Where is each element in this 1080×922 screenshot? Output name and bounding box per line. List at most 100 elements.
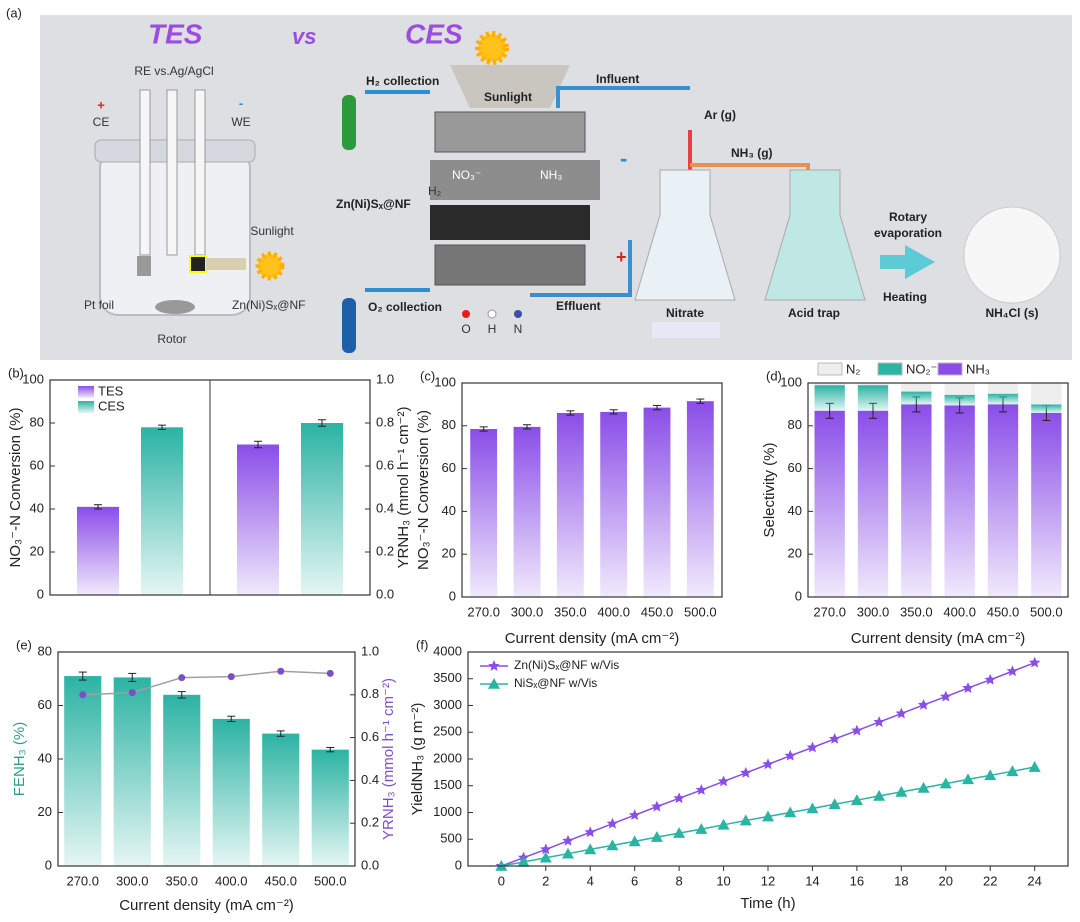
y-tick-label: 80 <box>38 643 52 658</box>
marker <box>1028 656 1041 668</box>
atom-h <box>487 309 497 319</box>
sunlight-label: Sunlight <box>250 224 294 238</box>
legend-swatch <box>78 386 94 398</box>
x-tick-label: 500.0 <box>314 873 347 888</box>
plot-frame <box>49 379 371 596</box>
x-tick-label: 400.0 <box>597 604 630 619</box>
legend-label: Zn(Ni)Sₓ@NF w/Vis <box>514 658 619 672</box>
marker <box>851 724 863 736</box>
x-tick-label: 450.0 <box>641 604 674 619</box>
x-tick-label: 500.0 <box>684 604 717 619</box>
x-tick-label: 270.0 <box>813 604 846 619</box>
bar <box>301 423 343 595</box>
legend-swatch <box>877 362 903 376</box>
x-tick-label: 16 <box>850 873 864 888</box>
light-beam <box>206 258 246 270</box>
marker <box>606 817 619 829</box>
bar <box>857 383 889 386</box>
y-tick-label: 0 <box>795 588 802 603</box>
x-tick-label: 270.0 <box>66 873 99 888</box>
legend-label: TES <box>98 383 124 398</box>
x-tick-label: 10 <box>716 873 730 888</box>
nitrate-flask <box>634 169 736 301</box>
marker <box>326 669 334 677</box>
h2-cylinder <box>342 95 356 150</box>
axis-title: Time (h) <box>740 895 795 912</box>
legend-marker <box>488 678 500 689</box>
axis-title: Current density (mA cm⁻²) <box>505 630 680 647</box>
y-tick-label: 0 <box>449 588 456 603</box>
pipe <box>556 86 690 108</box>
label-box <box>652 322 720 338</box>
influent-label: Influent <box>596 72 639 86</box>
marker <box>1006 765 1019 777</box>
legend-label: N₂ <box>846 361 860 376</box>
marker <box>1006 665 1019 677</box>
minus: - <box>239 95 243 110</box>
legend-marker <box>488 660 500 671</box>
panel-label: (b) <box>8 365 24 380</box>
y-tick-label: 0.4 <box>361 772 379 787</box>
y-tick-label: 1000 <box>433 804 462 819</box>
marker <box>628 809 641 821</box>
y-tick-label: 0.8 <box>361 686 379 701</box>
marker <box>984 673 996 685</box>
x-tick-label: 300.0 <box>857 604 890 619</box>
electrode-mid: Zn(Ni)Sₓ@NF <box>336 197 411 211</box>
minus2: - <box>620 146 627 171</box>
marker <box>128 689 136 697</box>
marker <box>762 810 774 822</box>
plot-frame <box>807 382 1069 598</box>
legend-n: N <box>514 322 523 336</box>
y-tick-label: 0.2 <box>376 543 394 558</box>
o2-cylinder <box>342 298 356 353</box>
rotary-label: evaporation <box>874 226 942 240</box>
marker <box>79 691 87 699</box>
tes: TES <box>148 18 203 49</box>
y-tick-label: 60 <box>442 460 456 475</box>
y-tick-label: 100 <box>22 371 44 386</box>
marker <box>873 789 886 801</box>
electrode-label: Zn(Ni)Sₓ@NF <box>232 298 305 312</box>
axis-title: Current density (mA cm⁻²) <box>851 630 1026 647</box>
x-tick-label: 0 <box>498 873 505 888</box>
marker <box>939 777 952 789</box>
y-tick-label: 80 <box>30 414 44 429</box>
axis-title: YRNH₃ (mmol h⁻¹ cm⁻²) <box>380 678 397 840</box>
y-tick-label: 100 <box>434 374 456 389</box>
marker <box>695 784 708 795</box>
bar <box>857 410 889 597</box>
marker <box>562 834 574 846</box>
y-tick-label: 80 <box>788 417 802 432</box>
x-tick-label: 18 <box>894 873 908 888</box>
diagram: (a) TES vs CES RE vs.Ag/AgCl + CE - WE S… <box>6 5 1072 360</box>
y-tick-label: 3000 <box>433 697 462 712</box>
legend-label: NH₃ <box>966 361 990 376</box>
bar <box>987 404 1019 597</box>
marker <box>717 775 730 787</box>
marker <box>606 839 619 851</box>
marker <box>539 851 552 863</box>
y-tick-label: 60 <box>788 460 802 475</box>
marker <box>1028 761 1041 772</box>
marker <box>962 773 974 785</box>
panel-label: (f) <box>416 637 428 652</box>
axis-title: YieldNH₃ (g m⁻²) <box>409 703 426 816</box>
legend-o: O <box>461 322 470 336</box>
sunlight-top: Sunlight <box>484 90 532 104</box>
h2-label: H₂ collection <box>366 74 439 88</box>
sun <box>255 251 285 281</box>
rotary-label: Rotary <box>889 210 927 224</box>
panel-label: (a) <box>6 5 22 20</box>
pt-foil <box>137 256 151 276</box>
marker <box>517 855 530 867</box>
bar <box>1031 404 1062 413</box>
nitrate-label: Nitrate <box>666 306 704 320</box>
marker <box>650 831 663 842</box>
axis-title: YRNH₃ (mmol h⁻¹ cm⁻²) <box>395 407 412 569</box>
marker <box>740 766 752 778</box>
bar <box>600 411 628 597</box>
marker <box>584 843 597 855</box>
bar <box>1031 383 1062 405</box>
atom-n <box>514 310 522 318</box>
